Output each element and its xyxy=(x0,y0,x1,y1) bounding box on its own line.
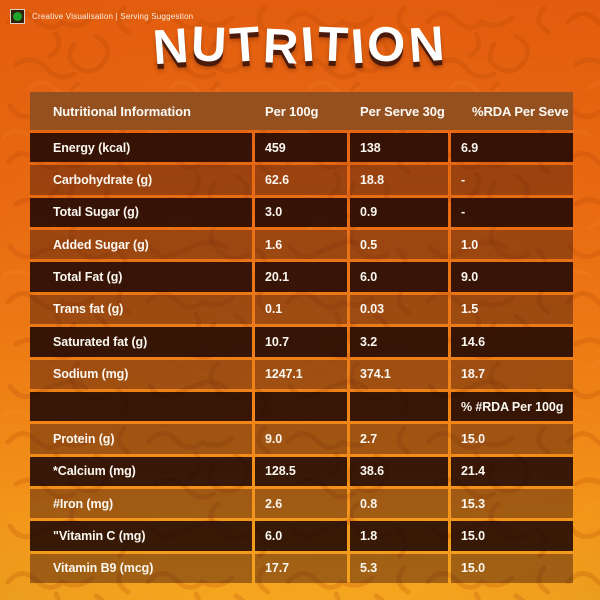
cell-per-serve: 0.5 xyxy=(350,230,448,260)
cell-rda: 18.7 xyxy=(451,359,573,389)
veg-mark-icon xyxy=(10,9,25,24)
cell-per-serve xyxy=(350,391,448,422)
cell-per-serve: 5.3 xyxy=(350,553,448,584)
cell-rda: 1.5 xyxy=(451,294,573,325)
badge-caption: Creative Visualisation | Serving Suggest… xyxy=(32,12,194,21)
cell-per-100g: 3.0 xyxy=(255,197,347,228)
cell-per-serve: 138 xyxy=(350,133,448,163)
cell-per-100g: 1247.1 xyxy=(255,359,347,389)
row-label: #Iron (mg) xyxy=(30,488,252,519)
row-label: *Calcium (mg) xyxy=(30,456,252,486)
cell-rda: 1.0 xyxy=(451,230,573,260)
cell-per-serve: 0.03 xyxy=(350,294,448,325)
row-label: Trans fat (g) xyxy=(30,294,252,325)
row-label: Total Fat (g) xyxy=(30,262,252,292)
veg-dot-icon xyxy=(13,12,22,21)
table-row-rda-note: % #RDA Per 100g xyxy=(30,391,573,422)
cell-rda: 21.4 xyxy=(451,456,573,486)
row-label: Sodium (mg) xyxy=(30,359,252,389)
table-row-vitamin-b9: Vitamin B9 (mcg) 17.7 5.3 15.0 xyxy=(30,553,573,584)
cell-rda: 15.0 xyxy=(451,553,573,584)
cell-rda: 14.6 xyxy=(451,327,573,357)
row-label: Carbohydrate (g) xyxy=(30,165,252,195)
table-row-vitamin-c: "Vitamin C (mg) 6.0 1.8 15.0 xyxy=(30,521,573,551)
cell-rda-note: % #RDA Per 100g xyxy=(451,391,573,422)
cell-per-100g: 20.1 xyxy=(255,262,347,292)
table-row-protein: Protein (g) 9.0 2.7 15.0 xyxy=(30,424,573,454)
cell-per-100g: 17.7 xyxy=(255,553,347,584)
column-header-per-serve: Per Serve 30g xyxy=(360,103,445,119)
nutrition-table: Nutritional Information Per 100g Per Ser… xyxy=(30,92,573,584)
row-label: Total Sugar (g) xyxy=(30,197,252,228)
column-header-rda: %RDA Per Seve xyxy=(472,103,569,119)
cell-rda: - xyxy=(451,165,573,195)
table-row-total-fat: Total Fat (g) 20.1 6.0 9.0 xyxy=(30,262,573,292)
table-row-calcium: *Calcium (mg) 128.5 38.6 21.4 xyxy=(30,456,573,486)
row-label xyxy=(30,391,252,422)
table-row-total-sugar: Total Sugar (g) 3.0 0.9 - xyxy=(30,197,573,228)
cell-per-100g: 2.6 xyxy=(255,488,347,519)
column-header-per-100g: Per 100g xyxy=(265,103,319,119)
cell-per-serve: 1.8 xyxy=(350,521,448,551)
cell-per-serve: 0.8 xyxy=(350,488,448,519)
cell-per-serve: 3.2 xyxy=(350,327,448,357)
cell-per-serve: 6.0 xyxy=(350,262,448,292)
table-row-saturated-fat: Saturated fat (g) 10.7 3.2 14.6 xyxy=(30,327,573,357)
table-row-energy: Energy (kcal) 459 138 6.9 xyxy=(30,133,573,163)
cell-per-serve: 38.6 xyxy=(350,456,448,486)
column-header-nutritional-information: Nutritional Information xyxy=(53,103,191,119)
table-row-added-sugar: Added Sugar (g) 1.6 0.5 1.0 xyxy=(30,230,573,260)
cell-per-100g: 128.5 xyxy=(255,456,347,486)
cell-per-100g: 9.0 xyxy=(255,424,347,454)
table-row-iron: #Iron (mg) 2.6 0.8 15.3 xyxy=(30,488,573,519)
cell-per-100g: 10.7 xyxy=(255,327,347,357)
cell-rda: 9.0 xyxy=(451,262,573,292)
cell-per-100g: 6.0 xyxy=(255,521,347,551)
cell-per-100g: 0.1 xyxy=(255,294,347,325)
cell-per-serve: 374.1 xyxy=(350,359,448,389)
row-label: Added Sugar (g) xyxy=(30,230,252,260)
table-row-sodium: Sodium (mg) 1247.1 374.1 18.7 xyxy=(30,359,573,389)
cell-per-100g: 1.6 xyxy=(255,230,347,260)
row-label: Energy (kcal) xyxy=(30,133,252,163)
row-label: "Vitamin C (mg) xyxy=(30,521,252,551)
row-label: Protein (g) xyxy=(30,424,252,454)
table-row-carbohydrate: Carbohydrate (g) 62.6 18.8 - xyxy=(30,165,573,195)
cell-per-100g: 62.6 xyxy=(255,165,347,195)
cell-per-serve: 2.7 xyxy=(350,424,448,454)
cell-rda: 15.3 xyxy=(451,488,573,519)
cell-per-100g xyxy=(255,391,347,422)
cell-rda: 15.0 xyxy=(451,521,573,551)
cell-rda: 6.9 xyxy=(451,133,573,163)
cell-rda: - xyxy=(451,197,573,228)
row-label: Vitamin B9 (mcg) xyxy=(30,553,252,584)
cell-per-serve: 0.9 xyxy=(350,197,448,228)
cell-per-serve: 18.8 xyxy=(350,165,448,195)
row-label: Saturated fat (g) xyxy=(30,327,252,357)
page-title: NUTRITION xyxy=(151,16,449,76)
table-header-row: Nutritional Information Per 100g Per Ser… xyxy=(30,92,573,130)
cell-per-100g: 459 xyxy=(255,133,347,163)
cell-rda: 15.0 xyxy=(451,424,573,454)
table-row-trans-fat: Trans fat (g) 0.1 0.03 1.5 xyxy=(30,294,573,325)
top-left-badge: Creative Visualisation | Serving Suggest… xyxy=(10,9,193,24)
